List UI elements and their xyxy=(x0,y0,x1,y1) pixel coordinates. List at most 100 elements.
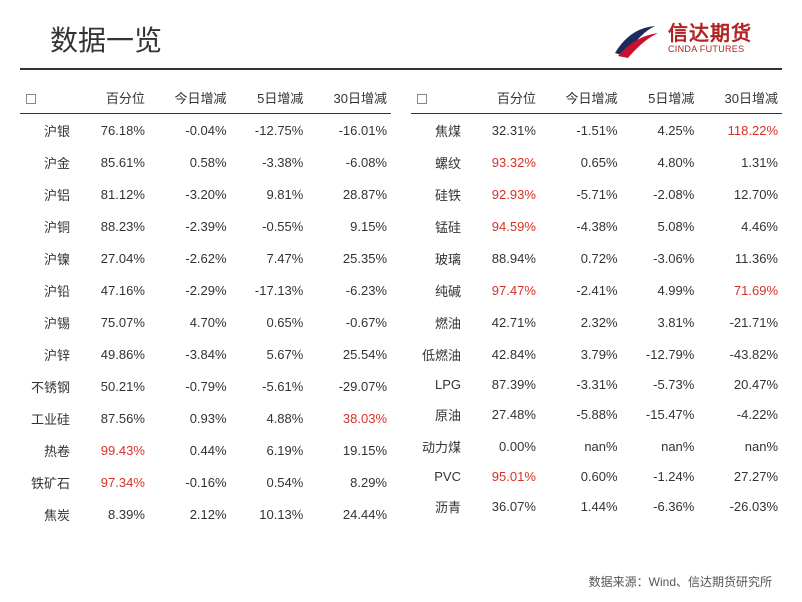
row-today: 4.70% xyxy=(149,306,231,338)
table-row: 焦炭8.39%2.12%10.13%24.44% xyxy=(20,498,391,530)
row-30day: 4.46% xyxy=(698,210,782,242)
row-30day: 24.44% xyxy=(307,498,391,530)
table-row: 铁矿石97.34%-0.16%0.54%8.29% xyxy=(20,466,391,498)
row-today: -1.51% xyxy=(540,114,622,147)
row-percentile: 99.43% xyxy=(78,434,149,466)
row-today: 0.93% xyxy=(149,402,231,434)
col-5day: 5日增减 xyxy=(231,82,308,114)
row-30day: -0.67% xyxy=(307,306,391,338)
row-today: -0.79% xyxy=(149,370,231,402)
table-row: 焦煤32.31%-1.51%4.25%118.22% xyxy=(411,114,782,147)
row-percentile: 42.84% xyxy=(469,338,540,370)
row-5day: 9.81% xyxy=(231,178,308,210)
checkbox-icon xyxy=(417,94,427,104)
row-5day: -2.08% xyxy=(622,178,699,210)
row-today: 2.12% xyxy=(149,498,231,530)
content: 百分位 今日增减 5日增减 30日增减 沪银76.18%-0.04%-12.75… xyxy=(0,70,802,530)
row-percentile: 27.48% xyxy=(469,398,540,430)
col-5day: 5日增减 xyxy=(622,82,699,114)
row-30day: 19.15% xyxy=(307,434,391,466)
row-percentile: 36.07% xyxy=(469,490,540,522)
row-today: -2.29% xyxy=(149,274,231,306)
row-today: -5.88% xyxy=(540,398,622,430)
row-name: 螺纹 xyxy=(411,146,469,178)
row-percentile: 97.34% xyxy=(78,466,149,498)
col-today: 今日增减 xyxy=(149,82,231,114)
row-name: 沪金 xyxy=(20,146,78,178)
col-30day: 30日增减 xyxy=(698,82,782,114)
row-30day: 12.70% xyxy=(698,178,782,210)
row-5day: -3.06% xyxy=(622,242,699,274)
row-30day: 25.35% xyxy=(307,242,391,274)
table-row: 沪金85.61%0.58%-3.38%-6.08% xyxy=(20,146,391,178)
row-name: 工业硅 xyxy=(20,402,78,434)
row-30day: 25.54% xyxy=(307,338,391,370)
row-30day: 118.22% xyxy=(698,114,782,147)
row-percentile: 81.12% xyxy=(78,178,149,210)
row-today: 2.32% xyxy=(540,306,622,338)
row-percentile: 8.39% xyxy=(78,498,149,530)
table-row: 沪铅47.16%-2.29%-17.13%-6.23% xyxy=(20,274,391,306)
row-5day: -5.61% xyxy=(231,370,308,402)
row-today: -4.38% xyxy=(540,210,622,242)
row-today: -5.71% xyxy=(540,178,622,210)
table-row: 沪铜88.23%-2.39%-0.55%9.15% xyxy=(20,210,391,242)
page-title: 数据一览 xyxy=(50,19,162,59)
page-header: 数据一览 信达期货 CINDA FUTURES xyxy=(20,0,782,70)
logo-en: CINDA FUTURES xyxy=(668,45,752,55)
row-30day: 71.69% xyxy=(698,274,782,306)
row-today: -3.20% xyxy=(149,178,231,210)
header-checkbox-col xyxy=(411,82,469,114)
row-5day: 4.99% xyxy=(622,274,699,306)
col-percentile: 百分位 xyxy=(78,82,149,114)
row-today: 0.44% xyxy=(149,434,231,466)
row-30day: -4.22% xyxy=(698,398,782,430)
row-percentile: 85.61% xyxy=(78,146,149,178)
row-30day: 9.15% xyxy=(307,210,391,242)
table-row: 沪镍27.04%-2.62%7.47%25.35% xyxy=(20,242,391,274)
checkbox-icon xyxy=(26,94,36,104)
table-row: 螺纹93.32%0.65%4.80%1.31% xyxy=(411,146,782,178)
table-row: 硅铁92.93%-5.71%-2.08%12.70% xyxy=(411,178,782,210)
left-table-wrap: 百分位 今日增减 5日增减 30日增减 沪银76.18%-0.04%-12.75… xyxy=(20,82,391,530)
row-5day: -5.73% xyxy=(622,370,699,398)
table-row: 燃油42.71%2.32%3.81%-21.71% xyxy=(411,306,782,338)
row-30day: -26.03% xyxy=(698,490,782,522)
logo-text: 信达期货 CINDA FUTURES xyxy=(668,23,752,55)
row-30day: -21.71% xyxy=(698,306,782,338)
row-name: 锰硅 xyxy=(411,210,469,242)
logo-zh: 信达期货 xyxy=(668,23,752,45)
row-30day: -6.08% xyxy=(307,146,391,178)
row-today: 0.72% xyxy=(540,242,622,274)
row-5day: -1.24% xyxy=(622,462,699,490)
row-name: 焦炭 xyxy=(20,498,78,530)
row-30day: -16.01% xyxy=(307,114,391,147)
row-30day: -29.07% xyxy=(307,370,391,402)
row-name: 动力煤 xyxy=(411,430,469,462)
table-row: 沪银76.18%-0.04%-12.75%-16.01% xyxy=(20,114,391,147)
col-30day: 30日增减 xyxy=(307,82,391,114)
table-row: 低燃油42.84%3.79%-12.79%-43.82% xyxy=(411,338,782,370)
row-today: 0.58% xyxy=(149,146,231,178)
row-today: 0.60% xyxy=(540,462,622,490)
table-row: 沪锌49.86%-3.84%5.67%25.54% xyxy=(20,338,391,370)
logo-swoosh-icon xyxy=(610,18,660,60)
row-5day: -15.47% xyxy=(622,398,699,430)
row-today: -3.31% xyxy=(540,370,622,398)
row-5day: -0.55% xyxy=(231,210,308,242)
row-5day: -6.36% xyxy=(622,490,699,522)
row-5day: -3.38% xyxy=(231,146,308,178)
row-name: 沪铅 xyxy=(20,274,78,306)
row-percentile: 87.39% xyxy=(469,370,540,398)
row-today: -0.16% xyxy=(149,466,231,498)
row-30day: 27.27% xyxy=(698,462,782,490)
row-percentile: 88.94% xyxy=(469,242,540,274)
row-5day: 5.08% xyxy=(622,210,699,242)
row-30day: 11.36% xyxy=(698,242,782,274)
row-name: LPG xyxy=(411,370,469,398)
row-percentile: 93.32% xyxy=(469,146,540,178)
table-row: 沥青36.07%1.44%-6.36%-26.03% xyxy=(411,490,782,522)
col-percentile: 百分位 xyxy=(469,82,540,114)
row-5day: 0.65% xyxy=(231,306,308,338)
row-percentile: 42.71% xyxy=(469,306,540,338)
